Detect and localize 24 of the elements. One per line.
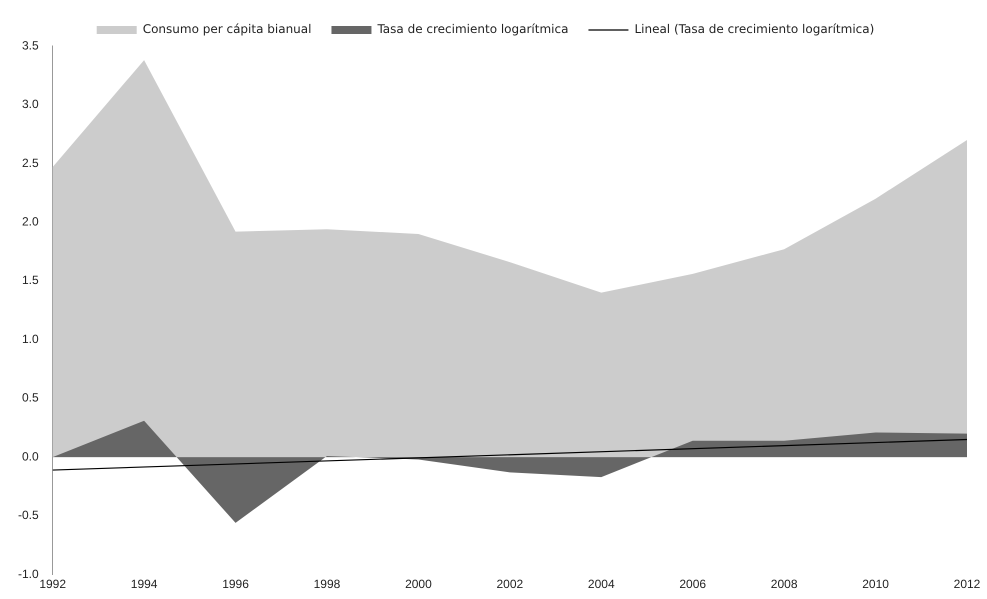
y-tick-label: 0.5	[22, 390, 39, 405]
x-tick-label: 1996	[222, 577, 250, 592]
y-tick-label: 1.0	[22, 332, 39, 346]
x-tick-label: 2006	[679, 577, 706, 592]
x-tick-label: 2012	[954, 577, 981, 592]
y-tick-label: 3.0	[22, 97, 39, 112]
legend-label: Lineal (Tasa de crecimiento logarítmica)	[634, 22, 874, 36]
x-tick-label: 2008	[770, 577, 798, 592]
y-tick-label: 2.0	[22, 214, 39, 229]
x-tick-label: 1992	[39, 577, 66, 592]
x-tick-label: 2002	[496, 577, 524, 592]
x-tick-label: 1994	[130, 577, 158, 592]
y-tick-label: 2.5	[22, 156, 39, 170]
legend-label: Tasa de crecimiento logarítmica	[376, 22, 568, 36]
x-tick-label: 1998	[314, 577, 341, 592]
x-tick-label: 2000	[405, 577, 432, 592]
y-tick-label: 3.5	[22, 38, 39, 52]
x-tick-label: 2004	[588, 577, 615, 592]
legend-label: Consumo per cápita bianual	[142, 22, 312, 36]
y-tick-label: 1.5	[22, 273, 39, 288]
x-tick-label: 2010	[862, 577, 890, 592]
y-tick-label: -0.5	[18, 508, 39, 522]
y-tick-label: -1.0	[18, 566, 39, 581]
y-tick-label: 0.0	[22, 449, 39, 464]
